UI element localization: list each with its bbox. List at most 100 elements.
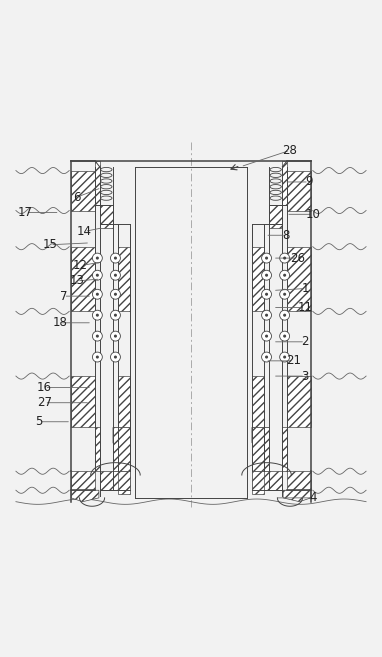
Bar (264, 428, 269, 471)
Text: 16: 16 (37, 381, 52, 394)
Circle shape (280, 331, 290, 341)
Circle shape (110, 352, 120, 362)
Polygon shape (282, 428, 287, 471)
Bar (287, 376, 311, 428)
Circle shape (265, 293, 268, 296)
Bar (113, 428, 118, 471)
Bar (71, 471, 95, 490)
Text: 6: 6 (73, 191, 81, 204)
Bar (269, 205, 282, 227)
Circle shape (262, 270, 272, 280)
Text: 5: 5 (35, 415, 42, 428)
Circle shape (283, 274, 286, 277)
Circle shape (92, 310, 102, 320)
Circle shape (262, 289, 272, 299)
Circle shape (96, 355, 99, 359)
Circle shape (96, 293, 99, 296)
Circle shape (283, 313, 286, 317)
Polygon shape (252, 428, 269, 454)
Bar (100, 205, 113, 227)
Circle shape (283, 334, 286, 338)
Circle shape (283, 355, 286, 359)
Circle shape (92, 253, 102, 263)
Text: 8: 8 (282, 229, 290, 242)
Bar (252, 428, 264, 471)
Text: 14: 14 (77, 225, 92, 238)
Bar (282, 161, 287, 205)
Text: 12: 12 (73, 260, 88, 272)
Circle shape (114, 274, 117, 277)
Circle shape (114, 334, 117, 338)
Circle shape (110, 253, 120, 263)
Polygon shape (113, 428, 130, 454)
Bar (71, 246, 95, 311)
Circle shape (265, 355, 268, 359)
Bar (118, 471, 130, 494)
Bar (100, 471, 130, 490)
Circle shape (280, 352, 290, 362)
Circle shape (265, 274, 268, 277)
Circle shape (96, 313, 99, 317)
Circle shape (262, 310, 272, 320)
Text: 21: 21 (286, 354, 301, 367)
Circle shape (92, 289, 102, 299)
Bar (118, 428, 130, 471)
Circle shape (114, 257, 117, 260)
Circle shape (265, 257, 268, 260)
Circle shape (262, 253, 272, 263)
Circle shape (96, 274, 99, 277)
Text: 4: 4 (309, 491, 317, 505)
Circle shape (110, 289, 120, 299)
Circle shape (283, 293, 286, 296)
Bar (252, 376, 264, 428)
Bar (252, 471, 282, 490)
Circle shape (110, 331, 120, 341)
Polygon shape (95, 428, 100, 471)
Bar (252, 471, 264, 494)
Circle shape (92, 270, 102, 280)
Bar (95, 161, 100, 205)
Text: 9: 9 (305, 175, 313, 189)
Circle shape (110, 310, 120, 320)
Circle shape (96, 334, 99, 338)
Text: 18: 18 (52, 316, 67, 329)
Polygon shape (283, 490, 311, 502)
Bar (287, 171, 311, 210)
Bar (71, 171, 95, 210)
Circle shape (114, 293, 117, 296)
Circle shape (283, 257, 286, 260)
Bar (118, 376, 130, 428)
Text: 27: 27 (37, 396, 52, 409)
Bar (118, 246, 130, 311)
Bar (71, 376, 95, 428)
Circle shape (114, 355, 117, 359)
Text: 10: 10 (305, 208, 320, 221)
Circle shape (265, 334, 268, 338)
Circle shape (262, 331, 272, 341)
Text: 7: 7 (60, 290, 67, 303)
Circle shape (92, 331, 102, 341)
Circle shape (110, 270, 120, 280)
Text: 3: 3 (301, 370, 309, 382)
Circle shape (280, 310, 290, 320)
Text: 2: 2 (301, 335, 309, 348)
Text: 13: 13 (70, 275, 84, 287)
Text: 17: 17 (18, 206, 33, 219)
Circle shape (280, 253, 290, 263)
Bar (252, 246, 264, 311)
Circle shape (92, 352, 102, 362)
Circle shape (262, 352, 272, 362)
Text: 26: 26 (290, 252, 305, 265)
Circle shape (114, 313, 117, 317)
Polygon shape (71, 490, 99, 502)
Text: 28: 28 (283, 144, 298, 157)
Circle shape (96, 257, 99, 260)
Circle shape (265, 313, 268, 317)
Text: 1: 1 (301, 282, 309, 295)
Circle shape (280, 270, 290, 280)
Text: 11: 11 (298, 301, 313, 314)
Bar (287, 246, 311, 311)
Circle shape (280, 289, 290, 299)
Text: 15: 15 (43, 238, 58, 251)
Bar (287, 471, 311, 490)
